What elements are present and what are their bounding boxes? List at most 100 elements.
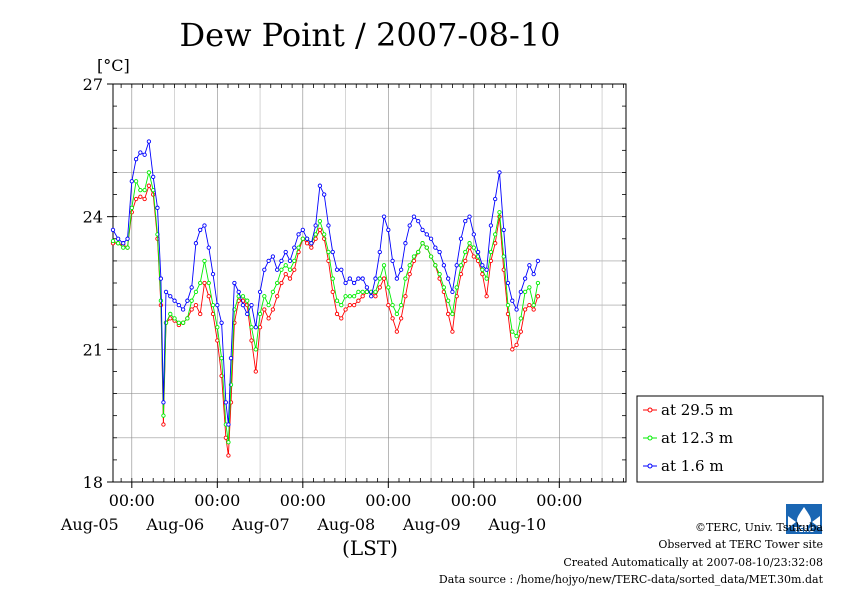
data-point xyxy=(351,302,357,308)
wing-icon xyxy=(788,516,820,528)
data-point xyxy=(463,218,468,224)
data-point xyxy=(334,311,340,317)
x-tick-time: 00:00 xyxy=(451,491,497,510)
data-point xyxy=(180,307,186,312)
data-point xyxy=(458,263,464,268)
data-point xyxy=(253,325,258,330)
data-point xyxy=(168,294,173,299)
data-point xyxy=(428,236,434,241)
data-point xyxy=(198,311,203,317)
data-point xyxy=(394,276,400,281)
data-point xyxy=(161,413,166,418)
x-tick-time: 00:00 xyxy=(536,491,582,510)
data-point xyxy=(394,311,400,317)
series-line xyxy=(112,141,539,425)
data-point xyxy=(236,289,241,294)
data-point xyxy=(232,320,237,325)
data-point xyxy=(527,302,532,308)
data-point xyxy=(189,285,194,290)
data-point xyxy=(522,307,528,312)
data-point xyxy=(522,276,528,281)
data-point xyxy=(505,302,511,308)
data-point xyxy=(292,258,297,264)
y-tick-label: 21 xyxy=(83,340,103,359)
data-point xyxy=(322,192,327,197)
data-point xyxy=(437,272,442,277)
data-point xyxy=(518,289,523,294)
data-point xyxy=(155,205,160,210)
data-point xyxy=(283,263,288,268)
data-point xyxy=(424,232,429,237)
data-point xyxy=(176,302,181,308)
data-point xyxy=(326,223,331,228)
data-point xyxy=(158,276,164,281)
data-point xyxy=(339,302,344,308)
data-point xyxy=(446,298,451,303)
data-point xyxy=(110,238,116,244)
data-point xyxy=(343,294,348,299)
data-point xyxy=(390,316,395,321)
data-point xyxy=(125,236,130,241)
data-point xyxy=(488,223,494,228)
data-point xyxy=(334,267,340,272)
data-point xyxy=(407,223,412,228)
data-point xyxy=(223,435,229,440)
data-point xyxy=(262,307,267,312)
data-point xyxy=(471,254,476,259)
data-point xyxy=(168,311,173,317)
data-point xyxy=(390,258,395,264)
data-point xyxy=(253,369,258,374)
data-point xyxy=(138,194,143,199)
data-point xyxy=(386,285,391,290)
data-point xyxy=(176,320,181,325)
data-point xyxy=(369,294,374,299)
data-point xyxy=(446,311,451,317)
data-point xyxy=(501,227,506,233)
data-point xyxy=(206,245,211,250)
data-point xyxy=(467,241,472,246)
data-point xyxy=(386,227,391,233)
data-point xyxy=(381,214,387,219)
data-point xyxy=(133,179,139,184)
data-point xyxy=(223,400,229,405)
data-point xyxy=(270,289,276,294)
data-point xyxy=(330,249,335,255)
data-point xyxy=(226,440,231,445)
data-point xyxy=(202,223,207,228)
data-point xyxy=(245,311,250,317)
x-tick-date: Aug-05 xyxy=(60,515,119,534)
data-point xyxy=(433,263,438,268)
data-point xyxy=(411,254,417,259)
series-2 xyxy=(110,170,541,445)
data-point xyxy=(142,152,147,157)
data-point xyxy=(142,196,147,202)
data-point xyxy=(287,267,293,272)
data-point xyxy=(514,333,519,339)
data-point xyxy=(296,232,301,237)
data-point xyxy=(304,241,310,246)
created-text: Created Automatically at 2007-08-10/23:3… xyxy=(563,556,823,569)
data-point xyxy=(535,280,541,286)
x-tick-time: 00:00 xyxy=(109,491,155,510)
data-point xyxy=(206,280,211,286)
copyright-text: ©TERC, Univ. Tsukuba xyxy=(695,521,823,534)
data-point xyxy=(226,422,231,427)
data-point xyxy=(535,294,541,299)
data-point xyxy=(283,249,288,255)
data-point xyxy=(283,272,288,277)
data-point xyxy=(317,227,323,233)
data-point xyxy=(377,285,382,290)
data-point xyxy=(467,214,472,219)
data-point xyxy=(463,249,468,255)
data-point xyxy=(390,302,395,308)
data-point xyxy=(202,280,207,286)
data-point xyxy=(386,302,391,308)
data-point xyxy=(480,267,485,272)
data-point xyxy=(226,453,231,458)
data-point xyxy=(146,183,152,188)
data-point xyxy=(531,272,536,277)
data-point xyxy=(232,280,237,286)
data-point xyxy=(309,241,314,246)
data-point xyxy=(437,249,442,255)
